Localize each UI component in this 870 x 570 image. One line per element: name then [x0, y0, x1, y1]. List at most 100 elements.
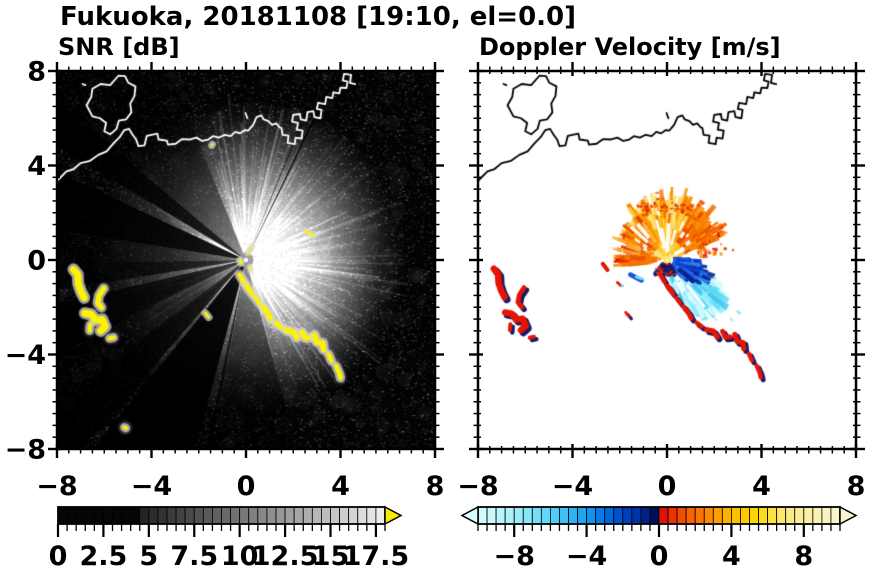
vel-colorbar-cell	[749, 506, 759, 525]
snr-colorbar-cell	[330, 506, 340, 525]
vel-colorbar-cell	[812, 506, 823, 525]
snr-colorbar-cell	[248, 506, 259, 525]
snr-colorbar-label: 17.5	[343, 541, 410, 570]
vel-panel-border	[476, 69, 858, 451]
snr-colorbar-cell	[302, 506, 313, 525]
snr-colorbar-cell	[175, 506, 186, 525]
vel-colorbar-cell	[776, 506, 787, 525]
vel-colorbar-cell	[595, 506, 606, 525]
snr-colorbar-cell	[139, 506, 150, 525]
vel-colorbar-label: −8	[493, 541, 534, 570]
vel-colorbar-cell	[794, 506, 805, 525]
snr-colorbar-cell	[193, 506, 204, 525]
snr-colorbar-cell	[321, 506, 331, 525]
snr-colorbar-cell	[84, 506, 95, 525]
snr-colorbar-cell	[239, 506, 250, 525]
snr-colorbar-cell	[148, 506, 159, 525]
vel-colorbar-cell	[522, 506, 533, 525]
vel-colorbar-cell	[640, 506, 651, 525]
snr-y-tick-label: 4	[27, 151, 46, 182]
vel-colorbar-cell	[658, 506, 669, 525]
snr-panel-title: SNR [dB]	[58, 33, 180, 61]
vel-colorbar-cell	[495, 506, 506, 525]
snr-colorbar-cell	[212, 506, 222, 525]
snr-colorbar-cell	[166, 506, 177, 525]
vel-colorbar-cell	[513, 506, 524, 525]
snr-colorbar-cell	[103, 506, 113, 525]
snr-colorbar-cell	[157, 506, 168, 525]
snr-colorbar-cell	[184, 506, 195, 525]
vel-colorbar-cell	[649, 506, 660, 525]
snr-colorbar-cell	[275, 506, 286, 525]
vel-x-tick-label: 4	[752, 471, 771, 502]
snr-colorbar-cell	[221, 506, 231, 525]
snr-colorbar-over-arrow	[384, 505, 403, 526]
snr-colorbar-cell	[93, 506, 104, 525]
vel-colorbar-cell	[540, 506, 551, 525]
vel-panel-title: Doppler Velocity [m/s]	[479, 33, 781, 61]
snr-y-tick-label: 8	[27, 57, 46, 88]
vel-x-tick-label: 0	[658, 471, 677, 502]
snr-x-tick-label: −4	[131, 471, 172, 502]
snr-colorbar-cell	[375, 506, 386, 525]
vel-colorbar-cell	[531, 506, 542, 525]
vel-colorbar-cell	[740, 506, 750, 525]
vel-colorbar-cell	[504, 506, 515, 525]
snr-colorbar-cell	[112, 506, 122, 525]
snr-colorbar-cell	[339, 506, 350, 525]
snr-colorbar-cell	[311, 506, 322, 525]
snr-colorbar-cell	[230, 506, 241, 525]
vel-colorbar-label: 4	[722, 541, 741, 570]
vel-colorbar-cell	[667, 506, 678, 525]
vel-colorbar-cell	[685, 506, 696, 525]
vel-colorbar-over-arrow	[839, 505, 858, 526]
vel-x-tick-label: −4	[552, 471, 593, 502]
snr-y-tick-label: −4	[5, 340, 46, 371]
snr-x-tick-label: −8	[36, 471, 77, 502]
snr-colorbar-cell	[121, 506, 132, 525]
snr-colorbar-label: 7.5	[170, 541, 218, 570]
snr-colorbar-cell	[257, 506, 268, 525]
snr-panel-border	[55, 69, 437, 451]
vel-colorbar-cell	[604, 506, 615, 525]
snr-colorbar-label: 12.5	[252, 541, 319, 570]
vel-x-tick-label: 8	[847, 471, 866, 502]
vel-radar-image	[478, 71, 856, 449]
snr-x-tick-label: 4	[331, 471, 350, 502]
vel-colorbar-cell	[613, 506, 624, 525]
snr-colorbar-label: 0	[49, 541, 68, 570]
snr-radar-image	[57, 71, 435, 449]
vel-colorbar-cell	[568, 506, 578, 525]
vel-colorbar-cell	[758, 506, 768, 525]
snr-colorbar-cell	[66, 506, 77, 525]
snr-colorbar-cell	[357, 506, 368, 525]
snr-colorbar-cell	[202, 506, 213, 525]
snr-colorbar-label: 2.5	[79, 541, 127, 570]
vel-colorbar-cell	[830, 506, 841, 525]
snr-colorbar-cell	[75, 506, 86, 525]
snr-x-tick-label: 0	[237, 471, 256, 502]
snr-colorbar-cell	[284, 506, 295, 525]
vel-colorbar-label: 8	[794, 541, 813, 570]
vel-colorbar-cell	[631, 506, 642, 525]
vel-colorbar-cell	[694, 506, 705, 525]
vel-colorbar-cell	[731, 506, 741, 525]
vel-colorbar-cell	[803, 506, 814, 525]
snr-x-tick-label: 8	[426, 471, 445, 502]
vel-colorbar-cell	[559, 506, 569, 525]
vel-colorbar-cell	[767, 506, 778, 525]
vel-colorbar-cell	[721, 506, 732, 525]
snr-y-tick-label: −8	[5, 435, 46, 466]
vel-x-tick-label: −8	[457, 471, 498, 502]
vel-colorbar-cell	[821, 506, 832, 525]
vel-colorbar-cell	[550, 506, 560, 525]
snr-colorbar-cell	[57, 506, 68, 525]
vel-colorbar-cell	[622, 506, 633, 525]
vel-colorbar-under-arrow	[460, 505, 479, 526]
snr-colorbar-cell	[130, 506, 141, 525]
vel-colorbar-cell	[676, 506, 687, 525]
vel-colorbar-cell	[586, 506, 597, 525]
vel-colorbar-cell	[577, 506, 587, 525]
